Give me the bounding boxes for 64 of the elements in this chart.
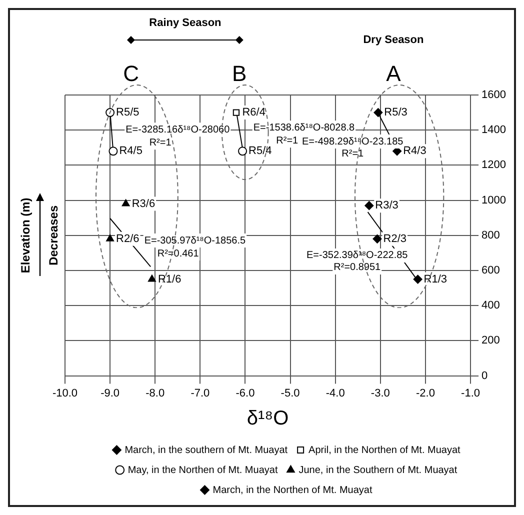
x-tick-label: -5.0 bbox=[280, 387, 300, 400]
annotation: R3/3 bbox=[375, 200, 398, 212]
point bbox=[108, 146, 118, 156]
legend-label: May, in the Northen of Mt. Muayat bbox=[128, 464, 278, 476]
annotation: R2/6 bbox=[116, 232, 140, 245]
annotation: R1/6 bbox=[158, 273, 182, 286]
annotation: R²=1 bbox=[276, 135, 299, 146]
annotation: R²=0.8951 bbox=[334, 262, 382, 274]
text: A bbox=[386, 61, 402, 86]
annotation: R5/3 bbox=[384, 106, 408, 119]
x-tick-label: -6.0 bbox=[236, 387, 255, 400]
point bbox=[122, 199, 130, 206]
x-axis-title: δ¹⁸O bbox=[246, 408, 289, 430]
legend-label: June, in the Southern of Mt. Muayat bbox=[298, 464, 458, 476]
y-tick-label: 1000 bbox=[482, 194, 506, 206]
point bbox=[148, 274, 156, 282]
point bbox=[372, 234, 382, 244]
y-tick-label: 1400 bbox=[482, 124, 506, 136]
point bbox=[374, 108, 383, 118]
annotation: E=-1538.6δ¹⁸O-8028.8 bbox=[253, 122, 356, 134]
annotation: R5/4 bbox=[248, 145, 272, 158]
x-tick-label: -7.0 bbox=[190, 387, 210, 400]
y-axis-title: Elevation (m) bbox=[18, 198, 32, 274]
x-tick-label: -3.0 bbox=[370, 387, 390, 400]
text: Dry Season bbox=[363, 34, 424, 46]
point bbox=[106, 234, 114, 242]
annotation: R3/6 bbox=[132, 198, 156, 210]
annotation: E=-498.29δ¹⁸O-23.185 bbox=[302, 136, 404, 148]
annotation: R4/5 bbox=[119, 145, 142, 158]
y-tick-label: 400 bbox=[482, 300, 500, 312]
x-tick-label: -4.0 bbox=[326, 387, 345, 400]
point bbox=[106, 108, 115, 118]
annotation: R2/3 bbox=[383, 232, 407, 245]
x-tick-label: -9.0 bbox=[100, 387, 120, 400]
annotation: R²=1 bbox=[342, 148, 364, 160]
annotation: R6/4 bbox=[242, 106, 266, 119]
annotation: R1/3 bbox=[424, 273, 448, 286]
legend-label: March, in the Northen of Mt. Muayat bbox=[212, 484, 372, 496]
point bbox=[364, 201, 374, 210]
annotation: R5/5 bbox=[116, 106, 140, 119]
point bbox=[238, 146, 248, 156]
x-tick-label: -2.0 bbox=[416, 387, 435, 400]
y-tick-label: 800 bbox=[482, 229, 500, 242]
legend-label: April, in the Northen of Mt. Muayat bbox=[308, 444, 461, 456]
text: Rainy Season bbox=[149, 17, 222, 30]
text: Decreases bbox=[46, 205, 60, 266]
y-tick-label: 200 bbox=[482, 334, 500, 347]
annotation: R²=0.461 bbox=[157, 248, 200, 260]
point bbox=[413, 274, 422, 284]
text: C bbox=[123, 61, 140, 86]
annotation: E=-305.97δ¹⁸O-1856.5 bbox=[144, 235, 246, 246]
x-tick-label: -8.0 bbox=[146, 387, 165, 400]
y-tick-label: 600 bbox=[482, 264, 500, 277]
x-tick-label: -1.0 bbox=[461, 387, 480, 400]
text: B bbox=[232, 61, 247, 86]
y-tick-label: 1200 bbox=[482, 159, 506, 172]
annotation: R²=1 bbox=[149, 137, 172, 148]
y-tick-label: 1600 bbox=[482, 89, 506, 102]
legend-label: March, in the southern of Mt. Muayat bbox=[124, 444, 288, 456]
annotation: R4/3 bbox=[403, 145, 426, 158]
annotation: E=-352.39δ¹⁸O-222.85 bbox=[306, 250, 408, 262]
point bbox=[232, 109, 240, 116]
x-tick-label: -10.0 bbox=[52, 387, 78, 400]
y-tick-label: 0 bbox=[482, 370, 488, 382]
